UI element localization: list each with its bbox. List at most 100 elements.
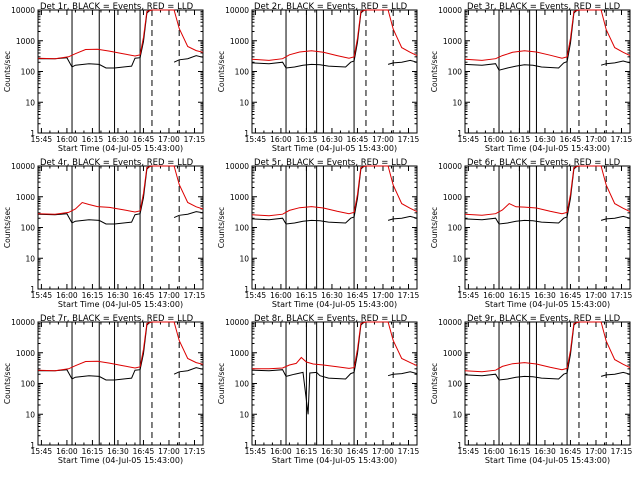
- x-tick-label: 16:30: [534, 291, 556, 300]
- x-tick-label: 16:00: [270, 447, 292, 456]
- x-tick-label: 16:45: [560, 291, 582, 300]
- chart-title: Det 9r, BLACK = Events, RED = LLD: [467, 314, 621, 324]
- y-tick-label: 1000: [443, 37, 462, 46]
- y-tick-label: 10: [25, 98, 35, 107]
- x-tick-label: 16:15: [296, 291, 318, 300]
- y-tick-label: 100: [448, 68, 463, 77]
- y-tick-label: 100: [21, 224, 36, 233]
- lld-series-line: [37, 321, 204, 372]
- y-tick-label: 10: [452, 254, 462, 263]
- y-tick-label: 1000: [443, 193, 462, 202]
- events-series-line: [251, 9, 365, 69]
- y-tick-label: 1000: [443, 349, 462, 358]
- x-tick-label: 16:45: [347, 291, 369, 300]
- chart-panel: Det 4r, BLACK = Events, RED = LLD 1 10 100 1…: [3, 158, 206, 309]
- events-series-line: [38, 321, 151, 381]
- y-tick-label: 1000: [16, 349, 35, 358]
- x-tick-label: 16:15: [509, 135, 531, 144]
- x-tick-label: 16:00: [483, 291, 505, 300]
- y-tick-label: 10: [452, 410, 462, 419]
- chart-panel: Det 8r, BLACK = Events, RED = LLD 1 10 100 1…: [217, 314, 420, 465]
- y-tick-label: 10: [239, 410, 249, 419]
- y-axis-label: Counts/sec: [3, 207, 12, 248]
- y-tick-label: 1: [30, 285, 35, 294]
- x-tick-label: 17:15: [611, 135, 633, 144]
- events-series-line: [600, 371, 631, 377]
- x-tick-label: 16:30: [534, 135, 556, 144]
- x-tick-label: 17:15: [398, 291, 420, 300]
- events-series-line: [173, 55, 204, 63]
- y-tick-label: 100: [21, 380, 36, 389]
- plot-frame: [251, 321, 418, 446]
- x-tick-label: 16:30: [107, 291, 129, 300]
- chart-panel: Det 9r, BLACK = Events, RED = LLD 1 10 100 1…: [430, 314, 633, 465]
- x-tick-label: 16:45: [133, 447, 155, 456]
- x-tick-label: 15:45: [245, 447, 267, 456]
- x-tick-label: 17:00: [158, 291, 180, 300]
- x-tick-label: 16:15: [82, 291, 104, 300]
- x-tick-label: 16:45: [560, 447, 582, 456]
- x-tick-label: 16:30: [107, 447, 129, 456]
- events-series-line: [600, 215, 631, 221]
- y-tick-label: 1: [244, 441, 249, 450]
- lld-series-line: [464, 165, 631, 216]
- chart-panel: Det 7r, BLACK = Events, RED = LLD 1 10 100 1…: [3, 314, 206, 465]
- plot-frame: [464, 165, 631, 290]
- chart-title: Det 7r, BLACK = Events, RED = LLD: [40, 314, 194, 324]
- y-axis-label: Counts/sec: [430, 51, 439, 92]
- y-tick-label: 1: [457, 129, 462, 138]
- y-tick-label: 1: [244, 285, 249, 294]
- x-tick-label: 17:15: [184, 447, 206, 456]
- events-series-line: [464, 165, 578, 225]
- y-axis-label: Counts/sec: [430, 207, 439, 248]
- y-tick-label: 1000: [230, 193, 249, 202]
- x-tick-label: 17:00: [585, 447, 607, 456]
- y-tick-label: 10000: [225, 162, 249, 171]
- x-tick-label: 15:45: [458, 291, 480, 300]
- events-series-line: [37, 165, 151, 225]
- y-axis-label: Counts/sec: [217, 207, 226, 248]
- x-tick-label: 15:45: [458, 447, 480, 456]
- chart-title: Det 5r, BLACK = Events, RED = LLD: [254, 158, 408, 168]
- x-tick-label: 16:00: [56, 135, 78, 144]
- x-tick-label: 15:45: [245, 135, 267, 144]
- chart-title: Det 8r, BLACK = Events, RED = LLD: [254, 314, 408, 324]
- y-tick-label: 10000: [225, 6, 249, 15]
- plot-frame: [37, 321, 204, 446]
- y-tick-label: 1000: [16, 193, 35, 202]
- lld-series-line: [37, 165, 204, 215]
- x-axis-label: Start Time (04-Jul-05 15:43:00): [272, 456, 397, 465]
- y-tick-label: 1: [457, 441, 462, 450]
- x-axis-label: Start Time (04-Jul-05 15:43:00): [485, 144, 610, 153]
- x-tick-label: 17:00: [372, 135, 394, 144]
- x-tick-label: 16:30: [107, 135, 129, 144]
- y-tick-label: 10: [239, 98, 249, 107]
- events-series-line: [464, 9, 578, 71]
- lld-series-line: [464, 321, 631, 373]
- x-tick-label: 16:00: [270, 291, 292, 300]
- chart-title: Det 2r, BLACK = Events, RED = LLD: [254, 2, 408, 12]
- x-axis-label: Start Time (04-Jul-05 15:43:00): [58, 144, 183, 153]
- x-tick-label: 17:15: [184, 135, 206, 144]
- y-axis-label: Counts/sec: [217, 51, 226, 92]
- x-tick-label: 17:00: [585, 291, 607, 300]
- plot-frame: [251, 165, 418, 290]
- x-tick-label: 17:15: [611, 447, 633, 456]
- y-tick-label: 10000: [225, 318, 249, 327]
- x-tick-label: 16:15: [296, 135, 318, 144]
- chart-panel: Det 3r, BLACK = Events, RED = LLD 1 10 100 1…: [430, 2, 633, 153]
- x-tick-label: 16:15: [82, 135, 104, 144]
- y-tick-label: 1: [457, 285, 462, 294]
- x-tick-label: 16:00: [483, 447, 505, 456]
- x-tick-label: 16:45: [347, 135, 369, 144]
- x-tick-label: 16:45: [347, 447, 369, 456]
- y-tick-label: 100: [21, 68, 36, 77]
- x-tick-label: 16:30: [321, 447, 343, 456]
- x-tick-label: 17:00: [372, 291, 394, 300]
- chart-panel: Det 6r, BLACK = Events, RED = LLD 1 10 100 1…: [430, 158, 633, 309]
- y-tick-label: 1: [30, 441, 35, 450]
- chart-panel: Det 5r, BLACK = Events, RED = LLD 1 10 100 1…: [217, 158, 420, 309]
- lld-series-line: [251, 9, 418, 61]
- y-tick-label: 100: [235, 224, 250, 233]
- x-tick-label: 16:15: [82, 447, 104, 456]
